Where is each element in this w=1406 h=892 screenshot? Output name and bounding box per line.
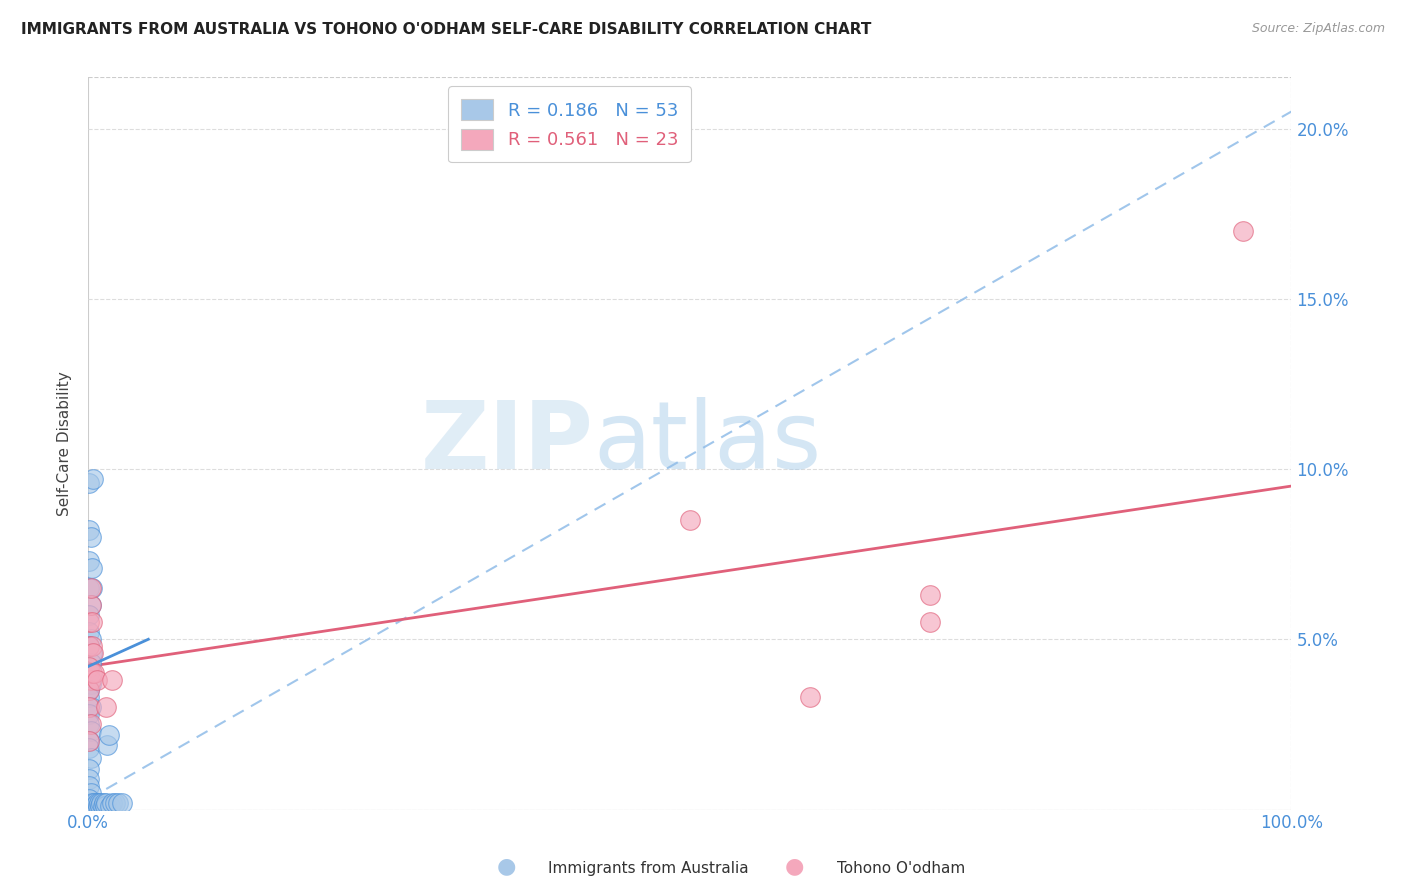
Point [86, 673, 108, 687]
Point [79, 656, 101, 670]
Point [82, 472, 104, 486]
Point [79, 659, 101, 673]
Point [79, 751, 101, 765]
Point [79, 639, 101, 653]
Text: ●: ● [496, 856, 516, 876]
Point [82, 646, 104, 660]
Point [96, 700, 118, 714]
Text: ●: ● [785, 856, 804, 876]
Point [79, 683, 101, 698]
Point [79, 717, 101, 731]
Text: IMMIGRANTS FROM AUSTRALIA VS TOHONO O'ODHAM SELF-CARE DISABILITY CORRELATION CHA: IMMIGRANTS FROM AUSTRALIA VS TOHONO O'OD… [21, 22, 872, 37]
Point [93, 796, 115, 810]
Point [79, 673, 101, 687]
Point [83, 666, 105, 681]
Point [79, 666, 101, 681]
Point [79, 554, 101, 568]
Point [90, 796, 112, 810]
Point [87, 799, 110, 814]
Point [91, 799, 114, 814]
Point [79, 734, 101, 748]
Point [79, 724, 101, 739]
Point [79, 632, 101, 647]
Point [79, 707, 101, 722]
Point [80, 646, 103, 660]
Point [79, 599, 101, 613]
Point [79, 700, 101, 714]
Point [80, 581, 103, 595]
Point [79, 581, 101, 595]
Point [79, 785, 101, 799]
Point [79, 599, 101, 613]
Point [87, 796, 110, 810]
Point [1232, 224, 1254, 238]
Point [84, 799, 107, 814]
Point [104, 796, 127, 810]
Point [79, 690, 101, 705]
Point [86, 796, 108, 810]
Point [94, 799, 117, 814]
Point [79, 741, 101, 756]
Point [79, 762, 101, 776]
Point [79, 639, 101, 653]
Point [80, 666, 103, 681]
Point [79, 475, 101, 490]
Point [80, 615, 103, 630]
Text: ZIP: ZIP [420, 398, 593, 490]
Point [80, 639, 103, 653]
Point [79, 717, 101, 731]
Point [79, 625, 101, 640]
Point [96, 796, 118, 810]
Point [89, 799, 111, 814]
Point [79, 799, 101, 814]
Point [82, 799, 104, 814]
Point [79, 581, 101, 595]
Point [80, 796, 103, 810]
Point [96, 738, 118, 752]
Point [79, 772, 101, 786]
Text: Tohono O'odham: Tohono O'odham [837, 861, 965, 876]
Point [97, 728, 120, 742]
Point [79, 676, 101, 690]
Text: atlas: atlas [593, 398, 821, 490]
Point [79, 700, 101, 714]
Point [111, 796, 134, 810]
Point [79, 734, 101, 748]
Point [920, 615, 942, 630]
Point [79, 799, 101, 814]
Legend: R = 0.186   N = 53, R = 0.561   N = 23: R = 0.186 N = 53, R = 0.561 N = 23 [449, 87, 690, 162]
Point [79, 779, 101, 793]
Text: Source: ZipAtlas.com: Source: ZipAtlas.com [1251, 22, 1385, 36]
Point [679, 513, 702, 527]
Point [79, 530, 101, 544]
Point [107, 796, 129, 810]
Point [799, 690, 821, 705]
Point [79, 524, 101, 538]
Point [79, 615, 101, 630]
Point [101, 796, 124, 810]
Point [98, 799, 121, 814]
Y-axis label: Self-Care Disability: Self-Care Disability [58, 371, 72, 516]
Point [920, 588, 942, 602]
Point [79, 683, 101, 698]
Text: Immigrants from Australia: Immigrants from Australia [548, 861, 749, 876]
Point [101, 673, 124, 687]
Point [79, 608, 101, 623]
Point [79, 792, 101, 806]
Point [80, 561, 103, 575]
Point [83, 796, 105, 810]
